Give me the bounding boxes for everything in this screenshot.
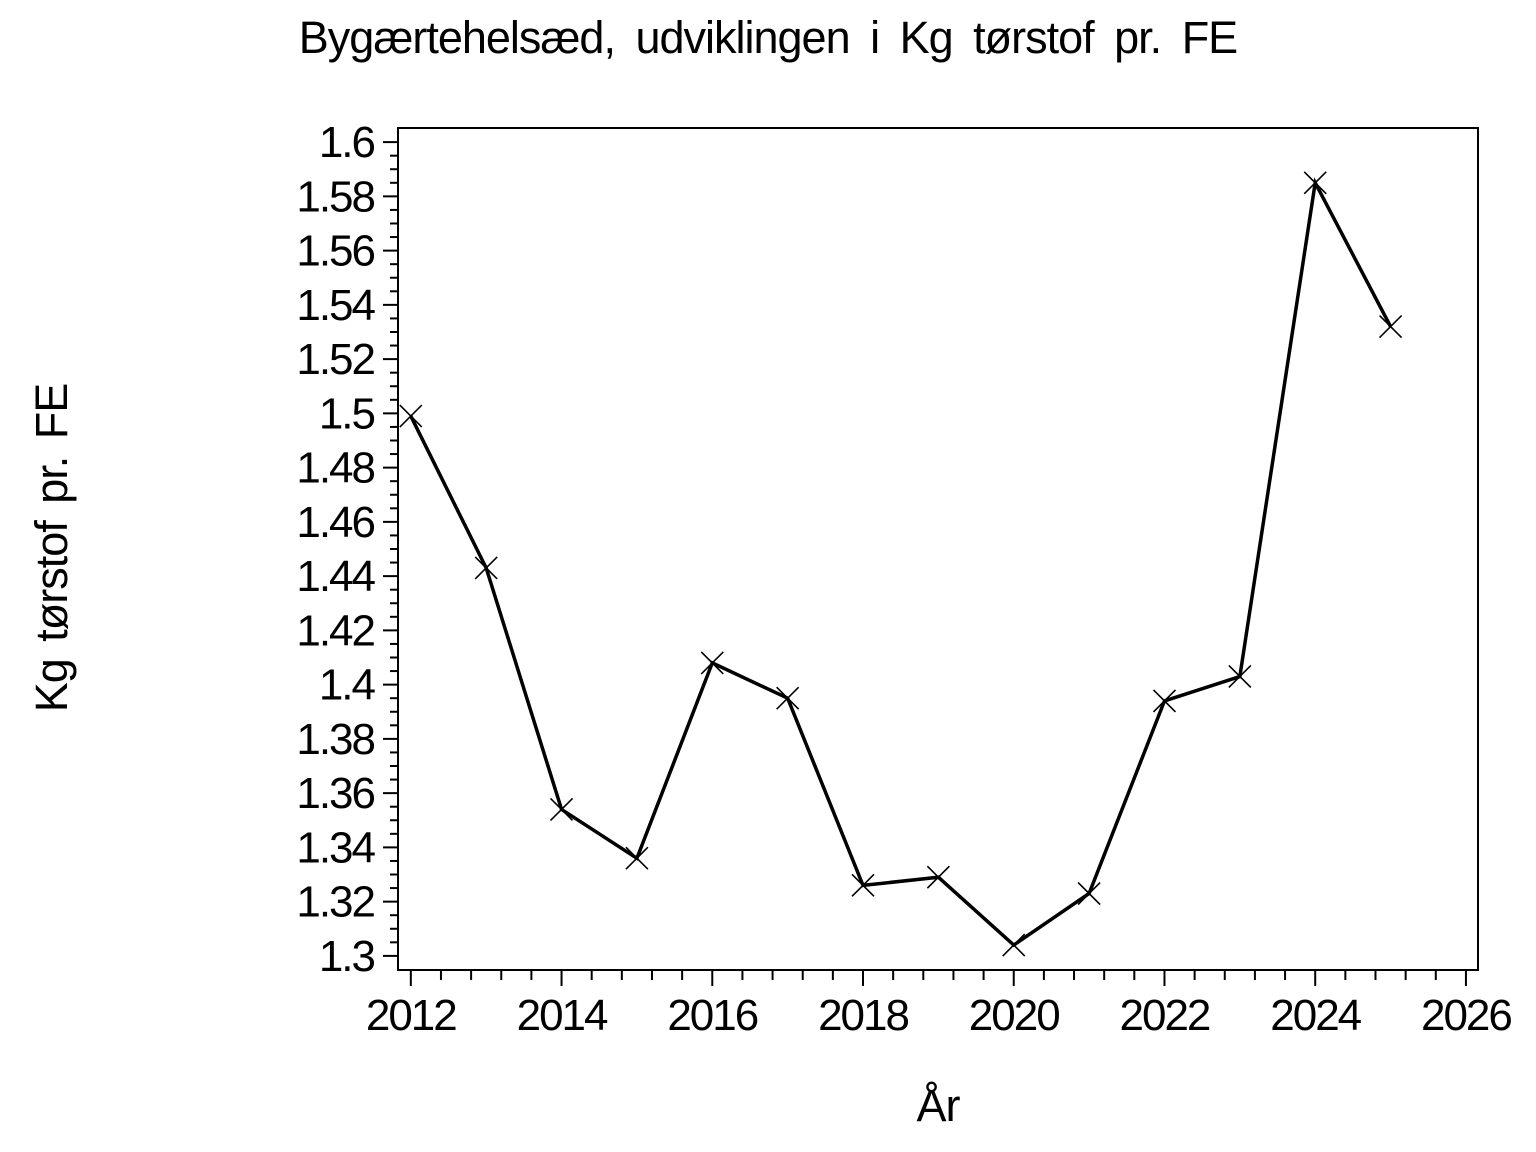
y-tick-label: 1.32 — [296, 878, 374, 927]
x-axis-ticks — [409, 970, 1467, 986]
data-marker-x — [1077, 881, 1101, 906]
data-marker-x — [1002, 933, 1026, 957]
data-marker-x — [625, 846, 649, 870]
x-tick-label: 2018 — [818, 991, 908, 1040]
x-tick-label: 2022 — [1120, 991, 1210, 1040]
y-tick-label: 1.38 — [296, 715, 374, 764]
y-tick-label: 1.46 — [296, 498, 374, 547]
chart-title: Bygærtehelsæd, udviklingen i Kg tørstof … — [298, 12, 1238, 63]
data-marker-x — [926, 865, 950, 889]
y-tick-label: 1.34 — [296, 823, 375, 872]
y-tick-label: 1.58 — [296, 172, 374, 221]
y-tick-label: 1.44 — [296, 552, 375, 601]
data-marker-x — [851, 873, 875, 897]
data-marker-x — [776, 686, 800, 710]
x-tick-label: 2016 — [667, 991, 757, 1040]
data-marker-x — [1379, 314, 1403, 339]
data-marker-x — [549, 797, 574, 821]
x-axis-title: År — [916, 1080, 961, 1131]
x-tick-label: 2024 — [1270, 991, 1361, 1040]
data-marker-x — [399, 404, 423, 428]
x-tick-label: 2026 — [1421, 991, 1511, 1040]
plot-border — [397, 127, 1479, 971]
y-tick-label: 1.52 — [296, 335, 374, 384]
y-tick-label: 1.48 — [296, 444, 374, 493]
data-markers — [399, 171, 1403, 957]
data-marker-x — [700, 651, 724, 675]
x-tick-label: 2020 — [969, 991, 1059, 1040]
series-line — [409, 177, 1393, 948]
x-tick-label: 2014 — [517, 991, 608, 1040]
plot-frame — [397, 127, 1479, 971]
y-tick-label: 1.5 — [319, 389, 375, 438]
y-tick-label: 1.42 — [296, 606, 374, 655]
data-marker-x — [1152, 689, 1177, 713]
y-tick-label: 1.3 — [319, 932, 375, 981]
y-tick-labels: 1.3 1.32 1.34 1.36 1.38 1.4 1.42 1.44 1.46 1.48 1.… — [296, 118, 377, 981]
x-tick-label: 2012 — [366, 991, 456, 1040]
data-marker-x — [474, 556, 498, 580]
y-tick-label: 1.6 — [319, 118, 375, 167]
data-marker-x — [1228, 664, 1252, 689]
x-tick-labels: 2012 2014 2016 2018 2020 2022 2024 2026 — [366, 991, 1514, 1040]
y-tick-label: 1.36 — [296, 769, 374, 818]
data-marker-x — [1303, 171, 1327, 195]
y-tick-label: 1.56 — [296, 227, 374, 276]
y-axis-ticks — [383, 141, 398, 957]
data-line — [409, 177, 1393, 948]
y-tick-label: 1.4 — [319, 661, 376, 710]
y-tick-label: 1.54 — [296, 281, 375, 330]
